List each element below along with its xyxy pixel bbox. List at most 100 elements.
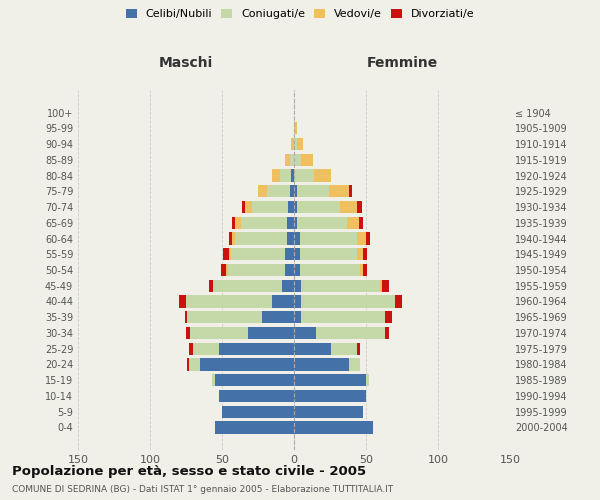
Bar [230,248,286,260]
Bar [242,201,245,213]
Bar [294,342,331,355]
Bar [382,280,389,292]
Bar [300,232,358,244]
Bar [187,358,189,370]
Bar [294,248,300,260]
Bar [229,232,232,244]
Bar [294,170,314,181]
Bar [366,232,370,244]
Bar [187,311,262,324]
Bar [301,280,380,292]
Bar [280,170,291,181]
Bar [359,216,363,229]
Bar [215,422,294,434]
Bar [248,327,294,339]
Bar [212,374,215,386]
Bar [349,185,352,198]
Bar [286,264,294,276]
Bar [252,201,288,213]
Bar [232,232,235,244]
Bar [301,311,385,324]
Bar [185,311,187,324]
Bar [290,154,294,166]
Bar [186,327,190,339]
Bar [297,216,347,229]
Bar [294,296,301,308]
Bar [294,327,316,339]
Bar [366,374,369,386]
Text: Femmine: Femmine [367,56,437,70]
Bar [385,311,392,324]
Bar [294,406,363,418]
Bar [272,170,280,181]
Bar [258,185,266,198]
Bar [288,201,294,213]
Text: Maschi: Maschi [159,56,213,70]
Bar [200,358,294,370]
Bar [358,342,360,355]
Bar [294,374,366,386]
Bar [286,248,294,260]
Text: COMUNE DI SEDRINA (BG) - Dati ISTAT 1° gennaio 2005 - Elaborazione TUTTITALIA.IT: COMUNE DI SEDRINA (BG) - Dati ISTAT 1° g… [12,485,393,494]
Bar [347,216,359,229]
Bar [294,232,300,244]
Bar [329,185,349,198]
Bar [360,264,363,276]
Bar [235,216,241,229]
Bar [291,170,294,181]
Bar [358,201,362,213]
Bar [294,390,366,402]
Bar [189,342,193,355]
Bar [340,201,358,213]
Bar [214,280,283,292]
Bar [294,185,297,198]
Bar [232,216,235,229]
Bar [331,342,358,355]
Bar [380,280,382,292]
Bar [287,216,294,229]
Bar [300,248,358,260]
Bar [228,264,286,276]
Bar [219,390,294,402]
Bar [294,358,349,370]
Bar [272,296,294,308]
Bar [363,248,367,260]
Bar [290,185,294,198]
Bar [358,248,363,260]
Bar [186,296,272,308]
Bar [294,154,301,166]
Bar [294,311,301,324]
Bar [395,296,402,308]
Bar [190,327,248,339]
Legend: Celibi/Nubili, Coniugati/e, Vedovi/e, Divorziati/e: Celibi/Nubili, Coniugati/e, Vedovi/e, Di… [122,6,478,22]
Bar [301,154,313,166]
Bar [314,170,331,181]
Bar [229,248,230,260]
Bar [245,201,252,213]
Bar [266,185,290,198]
Bar [316,327,385,339]
Bar [294,422,373,434]
Bar [189,358,200,370]
Bar [221,264,226,276]
Bar [294,264,300,276]
Bar [287,232,294,244]
Bar [283,280,294,292]
Bar [294,138,297,150]
Bar [297,138,302,150]
Bar [294,122,297,134]
Bar [294,201,297,213]
Bar [297,185,329,198]
Bar [209,280,214,292]
Bar [301,296,395,308]
Bar [222,406,294,418]
Bar [291,138,294,150]
Bar [193,342,219,355]
Bar [363,264,367,276]
Text: Popolazione per età, sesso e stato civile - 2005: Popolazione per età, sesso e stato civil… [12,465,366,478]
Bar [241,216,287,229]
Bar [179,296,186,308]
Bar [385,327,389,339]
Bar [226,264,228,276]
Bar [286,154,290,166]
